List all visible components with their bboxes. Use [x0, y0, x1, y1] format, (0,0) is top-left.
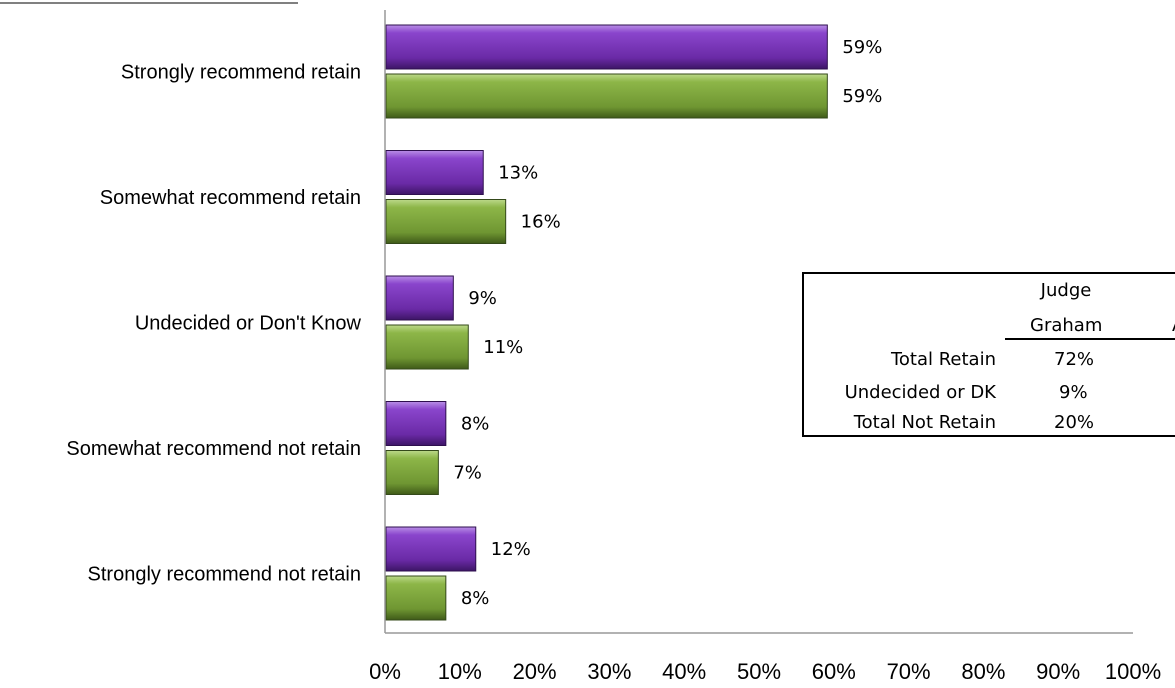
summary-table: Judge Graham A Total Retain 72% Undecide… — [802, 272, 1175, 437]
table-row-label: Undecided or DK — [844, 382, 996, 403]
bar — [385, 450, 439, 495]
data-label: 11% — [483, 337, 523, 358]
table-header-graham: Graham — [1030, 315, 1103, 336]
table-header-judge: Judge — [1040, 280, 1092, 301]
table-header-next-col: A — [1172, 315, 1175, 336]
x-tick-label: 40% — [662, 659, 706, 684]
category-label: Strongly recommend not retain — [88, 564, 361, 586]
table-row-value: 9% — [1059, 382, 1088, 403]
bar — [385, 401, 447, 446]
data-label: 16% — [521, 212, 561, 233]
bar — [385, 24, 828, 70]
data-label: 13% — [498, 163, 538, 184]
data-label: 12% — [491, 539, 531, 560]
category-label: Somewhat recommend not retain — [66, 438, 361, 460]
data-label: 7% — [453, 463, 482, 484]
x-tick-label: 70% — [887, 659, 931, 684]
x-tick-label: 60% — [812, 659, 856, 684]
bar — [385, 526, 477, 572]
data-label: 9% — [468, 288, 497, 309]
bar — [385, 199, 507, 244]
table-row-value: 72% — [1054, 349, 1095, 370]
x-tick-label: 100% — [1105, 659, 1161, 684]
x-tick-label: 20% — [513, 659, 557, 684]
bar — [385, 73, 828, 119]
category-label: Strongly recommend retain — [121, 62, 361, 84]
bar — [385, 324, 469, 370]
x-tick-label: 50% — [737, 659, 781, 684]
bar — [385, 575, 447, 621]
bar — [385, 150, 484, 195]
table-row-label: Total Not Retain — [853, 412, 996, 433]
category-label: Somewhat recommend retain — [100, 187, 361, 209]
data-label: 59% — [842, 37, 882, 58]
category-label: Undecided or Don't Know — [135, 313, 362, 335]
table-row-value: 20% — [1054, 412, 1095, 433]
bar — [385, 275, 454, 321]
data-label: 8% — [461, 414, 490, 435]
x-tick-label: 90% — [1036, 659, 1080, 684]
table-row-label: Total Retain — [890, 349, 996, 370]
x-tick-label: 0% — [369, 659, 401, 684]
data-label: 59% — [842, 86, 882, 107]
table-header-rule — [1005, 338, 1175, 340]
x-tick-label: 80% — [961, 659, 1005, 684]
data-label: 8% — [461, 588, 490, 609]
x-tick-label: 10% — [438, 659, 482, 684]
x-tick-label: 30% — [587, 659, 631, 684]
